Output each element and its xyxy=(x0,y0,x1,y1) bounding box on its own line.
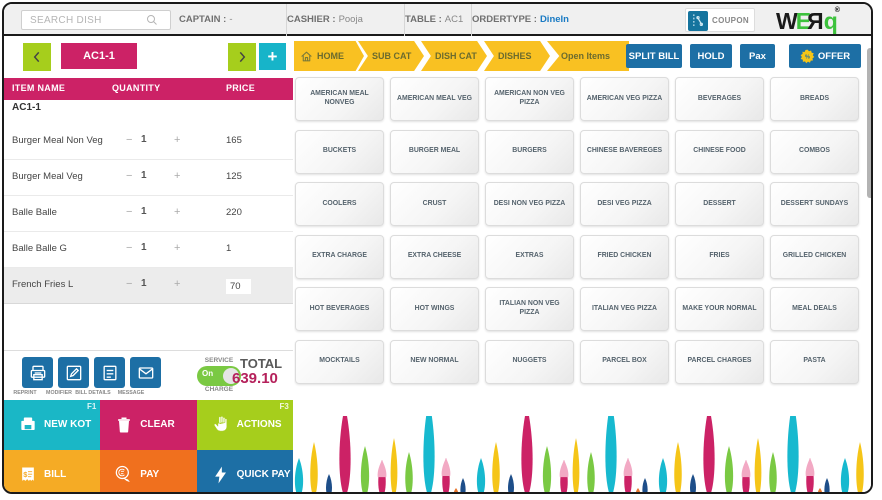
svg-text:%: % xyxy=(805,54,810,60)
